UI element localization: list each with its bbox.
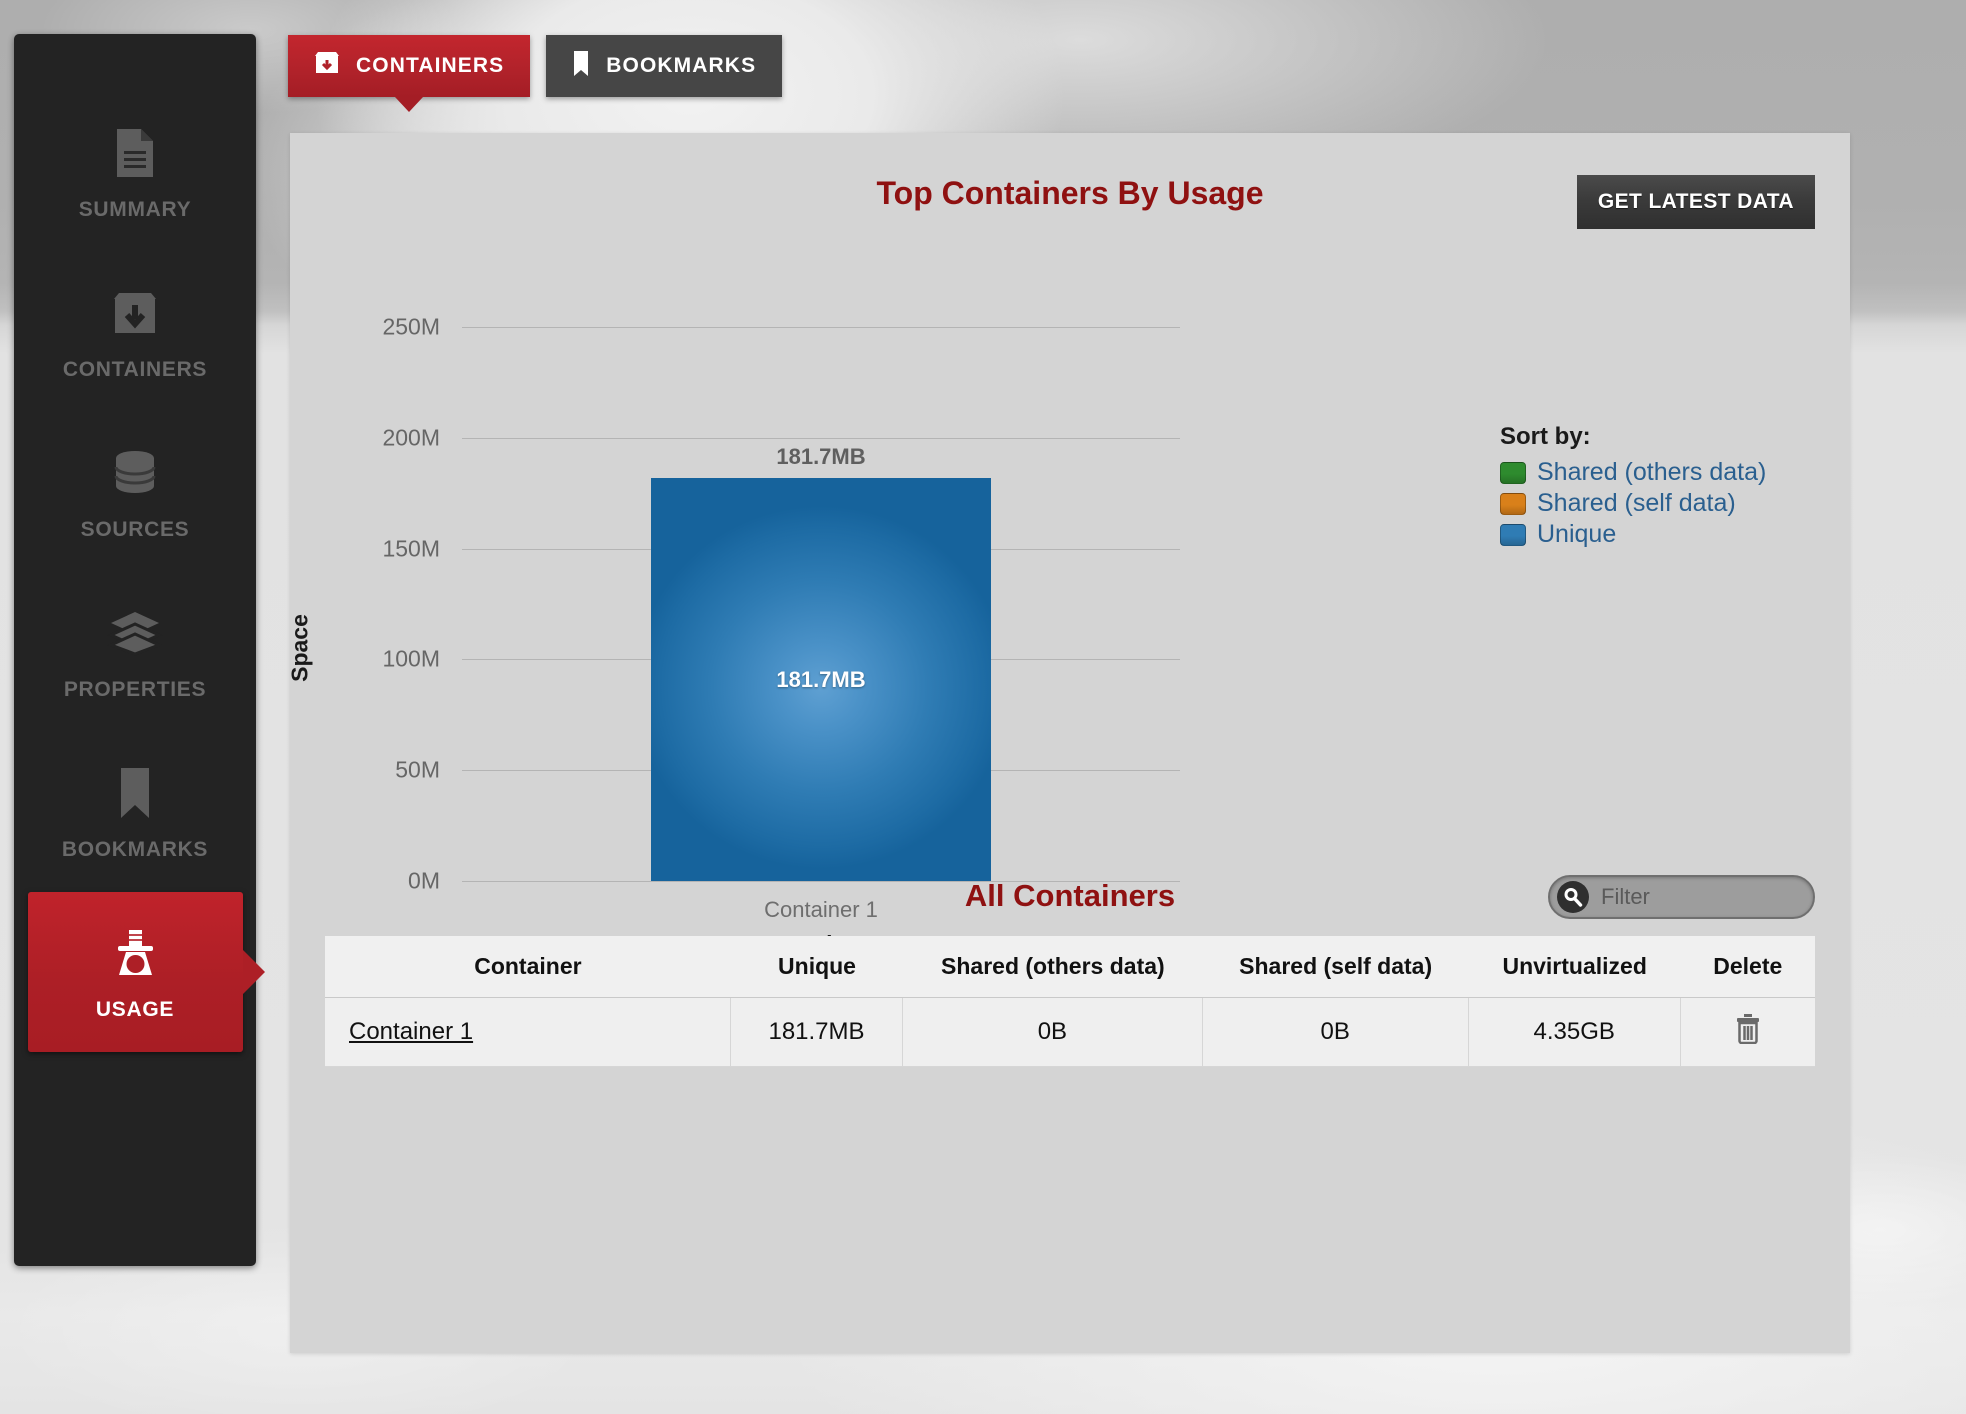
legend-item[interactable]: Shared (self data) [1500, 489, 1766, 518]
page-title: Top Containers By Usage [876, 175, 1264, 211]
column-header-shared-self[interactable]: Shared (self data) [1202, 936, 1469, 998]
main-content-panel: Top Containers By Usage GET LATEST DATA … [286, 133, 1850, 1353]
y-axis-tick-label: 0M [408, 867, 440, 894]
sidebar-item-properties[interactable]: PROPERTIES [31, 572, 239, 732]
cell-unvirtualized: 4.35GB [1468, 998, 1681, 1067]
tab-bar: CONTAINERS BOOKMARKS [288, 35, 783, 97]
cell-shared-others: 0B [903, 998, 1203, 1067]
gridline [462, 437, 1180, 439]
get-latest-data-button[interactable]: GET LATEST DATA [1576, 175, 1815, 229]
bar-unique[interactable] [651, 478, 991, 881]
legend-label: Shared (others data) [1537, 458, 1767, 486]
column-header-unvirtualized[interactable]: Unvirtualized [1468, 936, 1681, 998]
y-axis-tick-label: 200M [382, 424, 440, 451]
y-axis-tick-label: 50M [395, 756, 440, 783]
legend-title: Sort by: [1500, 423, 1591, 450]
cell-container-name: Container 1 [325, 998, 731, 1067]
cell-unique: 181.7MB [730, 998, 904, 1067]
delete-row-button[interactable] [1735, 1013, 1761, 1047]
search-icon [1557, 881, 1589, 913]
containers-table: Container Unique Shared (others data) Sh… [325, 936, 1815, 1067]
column-header-delete: Delete [1680, 936, 1815, 998]
bookmark-icon [118, 762, 152, 824]
y-axis-tick-label: 250M [382, 313, 440, 340]
weight-scale-icon [107, 922, 163, 984]
tab-bookmarks[interactable]: BOOKMARKS [546, 35, 783, 97]
container-link[interactable]: Container 1 [349, 1018, 474, 1045]
sidebar-item-label: SOURCES [80, 518, 190, 541]
container-icon [314, 51, 340, 81]
cell-shared-self: 0B [1202, 998, 1469, 1067]
gridline [462, 327, 1180, 328]
y-axis-tick-label: 100M [382, 645, 440, 672]
table-row: Container 1 181.7MB 0B 0B 4.35GB [325, 998, 1815, 1067]
legend-swatch [1500, 523, 1526, 546]
sidebar-item-sources[interactable]: SOURCES [31, 412, 239, 572]
tab-containers[interactable]: CONTAINERS [288, 35, 531, 97]
legend-swatch [1500, 492, 1526, 515]
layers-icon [107, 602, 163, 664]
x-axis-category-label: Container 1 [764, 897, 878, 922]
sidebar-item-label: SUMMARY [78, 198, 192, 221]
trash-icon [1735, 1014, 1761, 1047]
table-heading: All Containers [964, 878, 1176, 913]
legend-label: Shared (self data) [1537, 489, 1736, 517]
table-header-row: Container Unique Shared (others data) Sh… [325, 936, 1815, 998]
sidebar-item-bookmarks[interactable]: BOOKMARKS [31, 732, 239, 892]
filter-search-box[interactable] [1548, 875, 1815, 919]
sidebar-item-label: CONTAINERS [62, 358, 208, 381]
sidebar-item-usage[interactable]: USAGE [27, 892, 243, 1052]
tab-label: CONTAINERS [356, 54, 505, 77]
filter-input[interactable] [1601, 884, 1801, 910]
container-download-icon [109, 282, 161, 344]
sidebar: SUMMARY CONTAINERS SOURCES PROPERTIES BO… [14, 34, 256, 1266]
sidebar-item-containers[interactable]: CONTAINERS [31, 252, 239, 412]
gridline [462, 881, 1180, 882]
column-header-container[interactable]: Container [325, 936, 731, 998]
sidebar-item-label: BOOKMARKS [61, 838, 209, 861]
cell-delete [1680, 998, 1815, 1067]
y-axis-tick-label: 150M [382, 535, 440, 562]
bar-inner-value-label: 181.7MB [776, 666, 866, 692]
sidebar-item-label: USAGE [95, 998, 175, 1021]
usage-bar-chart: Space 0M 50M 100M 150M 200M 250M 181.7MB 181.7… [286, 243, 1850, 1053]
bookmark-icon [572, 50, 590, 83]
tab-label: BOOKMARKS [606, 54, 757, 77]
document-icon [113, 122, 157, 184]
chart-legend: Sort by: Shared (others data) Shared (sel… [1500, 423, 1766, 551]
database-icon [110, 442, 160, 504]
column-header-shared-others[interactable]: Shared (others data) [903, 936, 1203, 998]
legend-item[interactable]: Unique [1500, 520, 1766, 549]
sidebar-item-label: PROPERTIES [63, 678, 207, 701]
legend-items: Shared (others data) Shared (self data) Un… [1500, 458, 1766, 549]
column-header-unique[interactable]: Unique [730, 936, 904, 998]
sidebar-item-summary[interactable]: SUMMARY [31, 92, 239, 252]
legend-label: Unique [1537, 520, 1617, 548]
legend-item[interactable]: Shared (others data) [1500, 458, 1766, 487]
y-axis-label: Space [286, 614, 313, 682]
bar-top-value-label: 181.7MB [776, 444, 866, 470]
legend-swatch [1500, 461, 1526, 484]
